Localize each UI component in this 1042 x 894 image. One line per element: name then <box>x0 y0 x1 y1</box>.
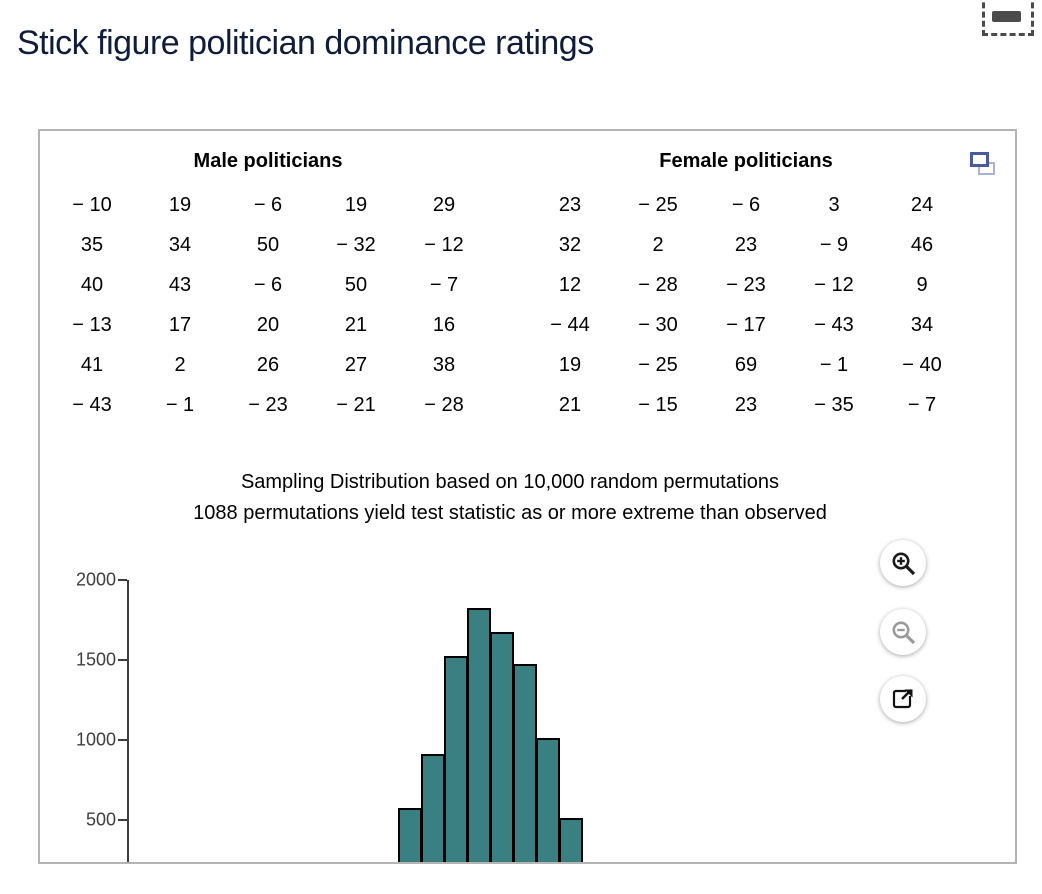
table-cell: 50 <box>256 233 280 256</box>
table-cell: 17 <box>168 313 192 336</box>
male-table-header: Male politicians <box>193 150 343 172</box>
table-cell: 43 <box>168 273 192 296</box>
histogram-bar <box>536 738 560 862</box>
collapse-handle-bar <box>992 11 1021 22</box>
table-cell: 46 <box>910 233 934 256</box>
female-table-header: Female politicians <box>659 150 833 172</box>
y-tick-mark <box>118 659 127 661</box>
table-cell: − 25 <box>638 193 678 216</box>
duplicate-window-front-rect <box>970 152 989 167</box>
table-cell: − 25 <box>638 353 678 376</box>
table-cell: − 15 <box>638 393 678 416</box>
table-cell: − 13 <box>72 313 112 336</box>
table-cell: 16 <box>432 313 456 336</box>
histogram-bar <box>421 754 445 862</box>
chart-title-block: Sampling Distribution based on 10,000 ra… <box>40 467 980 529</box>
duplicate-window-icon[interactable] <box>970 152 998 178</box>
y-tick-label: 2000 <box>75 569 116 590</box>
table-cell: − 1 <box>819 353 849 376</box>
table-cell: 34 <box>168 233 192 256</box>
histogram-bar <box>490 632 514 862</box>
table-cell: 23 <box>734 233 758 256</box>
table-cell: 24 <box>910 193 934 216</box>
table-cell: 41 <box>80 353 104 376</box>
table-cell: 23 <box>734 393 758 416</box>
table-cell: 12 <box>558 273 582 296</box>
table-cell: − 32 <box>336 233 376 256</box>
table-cell: − 28 <box>638 273 678 296</box>
zoom-out-icon <box>892 621 915 644</box>
table-cell: − 23 <box>248 393 288 416</box>
table-cell: 2 <box>174 353 186 376</box>
table-cell: 23 <box>558 193 582 216</box>
y-tick-mark <box>118 579 127 581</box>
table-cell: 50 <box>344 273 368 296</box>
open-in-new-icon <box>892 689 913 709</box>
table-cell: 19 <box>168 193 192 216</box>
open-in-new-button[interactable] <box>880 676 926 722</box>
chart-subtitle: 1088 permutations yield test statistic a… <box>193 502 827 524</box>
table-cell: − 28 <box>424 393 464 416</box>
histogram-bar <box>467 607 491 862</box>
chart-title: Sampling Distribution based on 10,000 ra… <box>240 471 780 493</box>
histogram-bar <box>513 664 537 862</box>
y-tick-mark <box>118 819 127 821</box>
table-cell: − 1 <box>165 393 195 416</box>
table-cell: 26 <box>256 353 280 376</box>
table-cell: 38 <box>432 353 456 376</box>
table-cell: 19 <box>344 193 368 216</box>
zoom-out-button[interactable] <box>880 609 926 655</box>
applet-panel: Male politicians Female politicians − 10… <box>38 129 1017 864</box>
table-cell: − 43 <box>72 393 112 416</box>
table-cell: 27 <box>344 353 368 376</box>
y-tick-label: 1000 <box>75 729 116 750</box>
histogram-bar <box>398 808 422 862</box>
table-cell: − 6 <box>253 273 283 296</box>
table-cell: 19 <box>558 353 582 376</box>
collapse-handle-icon[interactable] <box>982 0 1034 36</box>
table-cell: − 12 <box>814 273 854 296</box>
histogram-bar <box>559 818 583 862</box>
table-cell: − 6 <box>731 193 761 216</box>
table-cell: − 6 <box>253 193 283 216</box>
table-cell: − 17 <box>726 313 766 336</box>
table-cell: 21 <box>344 313 368 336</box>
table-cell: 21 <box>558 393 582 416</box>
table-cell: − 40 <box>902 353 942 376</box>
table-cell: − 35 <box>814 393 854 416</box>
y-tick-label: 500 <box>85 809 116 830</box>
table-cell: 32 <box>558 233 582 256</box>
y-tick-label: 1500 <box>75 649 116 670</box>
zoom-in-button[interactable] <box>880 540 926 586</box>
table-cell: − 43 <box>814 313 854 336</box>
table-cell: 3 <box>828 193 840 216</box>
table-cell: − 21 <box>336 393 376 416</box>
table-cell: − 23 <box>726 273 766 296</box>
table-cell: − 7 <box>907 393 937 416</box>
table-cell: 20 <box>256 313 280 336</box>
table-cell: − 9 <box>819 233 849 256</box>
table-cell: 35 <box>80 233 104 256</box>
zoom-in-icon <box>892 552 915 575</box>
y-tick-mark <box>118 739 127 741</box>
table-cell: 29 <box>432 193 456 216</box>
y-axis-line <box>127 580 129 862</box>
page-title: Stick figure politician dominance rating… <box>17 24 594 62</box>
table-cell: − 10 <box>72 193 112 216</box>
histogram-bar <box>444 656 468 862</box>
table-cell: − 12 <box>424 233 464 256</box>
table-cell: 34 <box>910 313 934 336</box>
table-cell: 69 <box>734 353 758 376</box>
table-cell: − 7 <box>429 273 459 296</box>
table-cell: − 30 <box>638 313 678 336</box>
male-table: − 10 19− 6 19 29 35 34 50− 32− 12 40 43− 6 50− 7−… <box>48 185 488 425</box>
table-cell: − 44 <box>550 313 590 336</box>
table-cell: 40 <box>80 273 104 296</box>
table-cell: 9 <box>916 273 928 296</box>
female-table: 23 − 25 − 6 3 24 32 2 23 − 9 46 12 − 28 − 23 − 12 9 − 4… <box>526 185 966 425</box>
table-cell: 2 <box>652 233 664 256</box>
